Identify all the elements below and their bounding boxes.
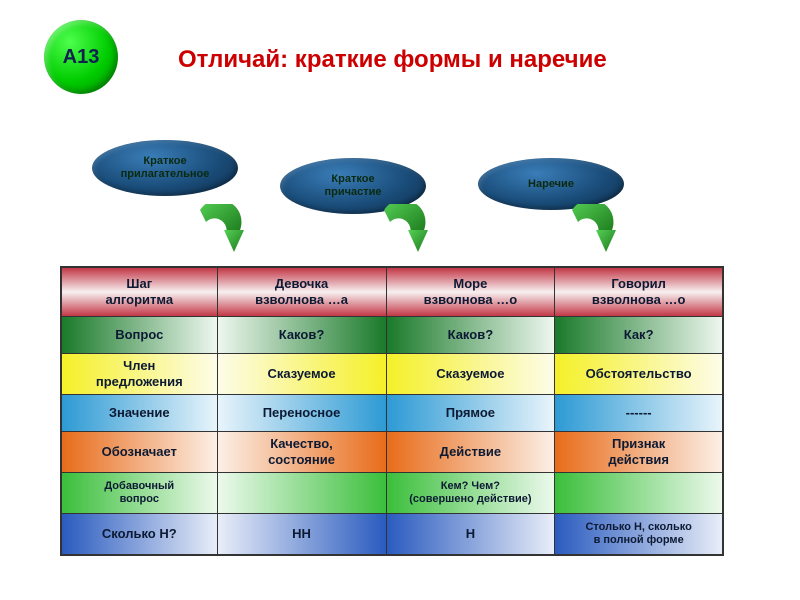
table-cell: Море взволнова …о: [387, 268, 555, 316]
table-cell: [218, 473, 386, 513]
table-cell: Н: [387, 514, 555, 554]
table-cell: Добавочный вопрос: [62, 473, 217, 513]
table-cell: Обозначает: [62, 432, 217, 472]
category-ellipse-0: Краткое прилагательное: [92, 140, 238, 196]
down-arrow-icon: [370, 204, 430, 264]
task-badge-label: А13: [63, 46, 100, 69]
table-cell: Значение: [62, 395, 217, 431]
table-cell: Прямое: [387, 395, 555, 431]
table-cell: Кем? Чем? (совершено действие): [387, 473, 555, 513]
category-ellipse-2: Наречие: [478, 158, 624, 210]
table-cell: Шаг алгоритма: [62, 268, 217, 316]
table-cell: Качество, состояние: [218, 432, 386, 472]
table-cell: Обстоятельство: [555, 354, 722, 394]
table-cell: Каков?: [387, 317, 555, 353]
table-cell: [555, 473, 722, 513]
table-cell: Член предложения: [62, 354, 217, 394]
table-cell: Переносное: [218, 395, 386, 431]
table-cell: Как?: [555, 317, 722, 353]
down-arrow-icon: [558, 204, 618, 264]
table-cell: Говорил взволнова …о: [555, 268, 722, 316]
task-badge: А13: [44, 20, 118, 94]
table-cell: Каков?: [218, 317, 386, 353]
page-title: Отличай: краткие формы и наречие: [178, 46, 607, 74]
table-cell: НН: [218, 514, 386, 554]
table-cell: Вопрос: [62, 317, 217, 353]
table-cell: Сколько Н?: [62, 514, 217, 554]
table-cell: Признак действия: [555, 432, 722, 472]
table-cell: Сказуемое: [387, 354, 555, 394]
table-cell: ------: [555, 395, 722, 431]
down-arrow-icon: [186, 204, 246, 264]
table-cell: Сказуемое: [218, 354, 386, 394]
table-cell: Девочка взволнова …а: [218, 268, 386, 316]
table-cell: Действие: [387, 432, 555, 472]
table-cell: Столько Н, сколько в полной форме: [555, 514, 722, 554]
